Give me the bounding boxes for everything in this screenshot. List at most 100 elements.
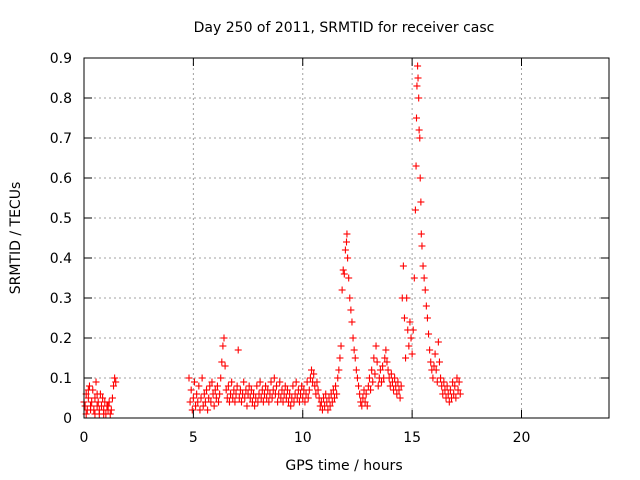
- x-tick-label: 15: [403, 430, 421, 446]
- data-point: [216, 390, 224, 398]
- data-point: [304, 394, 312, 402]
- data-point: [419, 262, 427, 270]
- data-point: [452, 394, 460, 402]
- data-point: [221, 362, 229, 370]
- data-point: [417, 198, 425, 206]
- data-point: [422, 302, 430, 310]
- data-point: [378, 378, 385, 386]
- data-point: [305, 386, 313, 394]
- data-point: [189, 394, 197, 402]
- data-point: [302, 390, 310, 398]
- data-point: [187, 386, 195, 394]
- data-point: [382, 346, 390, 354]
- data-point: [298, 382, 306, 390]
- data-point: [362, 390, 370, 398]
- data-point: [360, 386, 368, 394]
- data-point: [338, 286, 346, 294]
- data-point: [281, 382, 289, 390]
- data-point: [308, 366, 315, 374]
- data-point: [445, 398, 453, 406]
- data-point: [402, 354, 410, 362]
- data-point: [240, 378, 248, 386]
- data-point: [372, 342, 380, 350]
- data-point: [276, 378, 284, 386]
- data-point: [406, 318, 414, 326]
- data-point: [421, 286, 429, 294]
- data-point: [430, 362, 438, 370]
- data-point: [311, 382, 319, 390]
- data-point: [230, 386, 238, 394]
- data-point: [359, 394, 367, 402]
- y-tick-label: 0.9: [50, 51, 72, 67]
- y-tick-label: 0.1: [50, 371, 72, 387]
- data-point: [273, 382, 280, 390]
- data-point: [186, 398, 194, 406]
- data-point: [415, 94, 423, 102]
- data-point: [423, 314, 431, 322]
- data-point: [88, 398, 96, 406]
- data-point: [431, 350, 439, 358]
- data-point: [219, 342, 227, 350]
- data-point: [356, 390, 364, 398]
- data-point: [414, 62, 422, 70]
- y-tick-label: 0: [63, 411, 72, 427]
- x-axis-label: GPS time / hours: [285, 458, 402, 474]
- data-point: [204, 406, 212, 414]
- data-point: [111, 374, 119, 382]
- data-point: [409, 326, 417, 334]
- data-point: [94, 398, 102, 406]
- data-point: [394, 378, 402, 386]
- data-point: [400, 314, 408, 322]
- data-point: [196, 406, 204, 414]
- data-point: [367, 386, 375, 394]
- data-point: [339, 266, 347, 274]
- data-point: [425, 330, 433, 338]
- data-point: [420, 274, 428, 282]
- data-point: [193, 390, 201, 398]
- data-point: [374, 382, 382, 390]
- data-point: [200, 390, 208, 398]
- data-point: [405, 342, 413, 350]
- data-point: [332, 382, 340, 390]
- grid-lines: [84, 58, 609, 418]
- data-point: [215, 398, 223, 406]
- data-point: [85, 382, 93, 390]
- data-point: [351, 354, 359, 362]
- data-point: [443, 382, 451, 390]
- data-point: [256, 378, 264, 386]
- data-point: [429, 374, 437, 382]
- data-point: [333, 390, 341, 398]
- x-tick-labels: 0 5 10 15 20: [80, 430, 531, 446]
- data-point: [92, 378, 100, 386]
- data-point: [416, 134, 424, 142]
- data-point: [198, 374, 206, 382]
- data-point: [84, 386, 92, 394]
- data-point: [432, 366, 440, 374]
- data-point: [349, 334, 357, 342]
- data-point: [416, 174, 424, 182]
- data-point: [212, 394, 220, 402]
- data-point: [344, 254, 352, 262]
- data-point: [379, 362, 387, 370]
- data-point: [209, 390, 217, 398]
- data-point: [376, 366, 384, 374]
- y-tick-label: 0.3: [50, 291, 72, 307]
- data-point: [197, 394, 205, 402]
- data-point: [243, 402, 251, 410]
- data-point: [340, 270, 348, 278]
- data-point: [343, 230, 351, 238]
- x-tick-label: 5: [189, 430, 198, 446]
- data-point: [373, 358, 381, 366]
- data-point: [334, 374, 342, 382]
- data-point: [207, 398, 215, 406]
- data-point: [345, 274, 353, 282]
- data-point: [449, 378, 457, 386]
- data-point: [238, 398, 245, 406]
- data-point: [213, 382, 221, 390]
- data-point: [399, 262, 407, 270]
- data-point: [454, 386, 462, 394]
- x-tick-label: 10: [294, 430, 312, 446]
- y-tick-label: 0.8: [50, 91, 72, 107]
- x-tick-label: 0: [80, 430, 89, 446]
- data-point: [108, 394, 116, 402]
